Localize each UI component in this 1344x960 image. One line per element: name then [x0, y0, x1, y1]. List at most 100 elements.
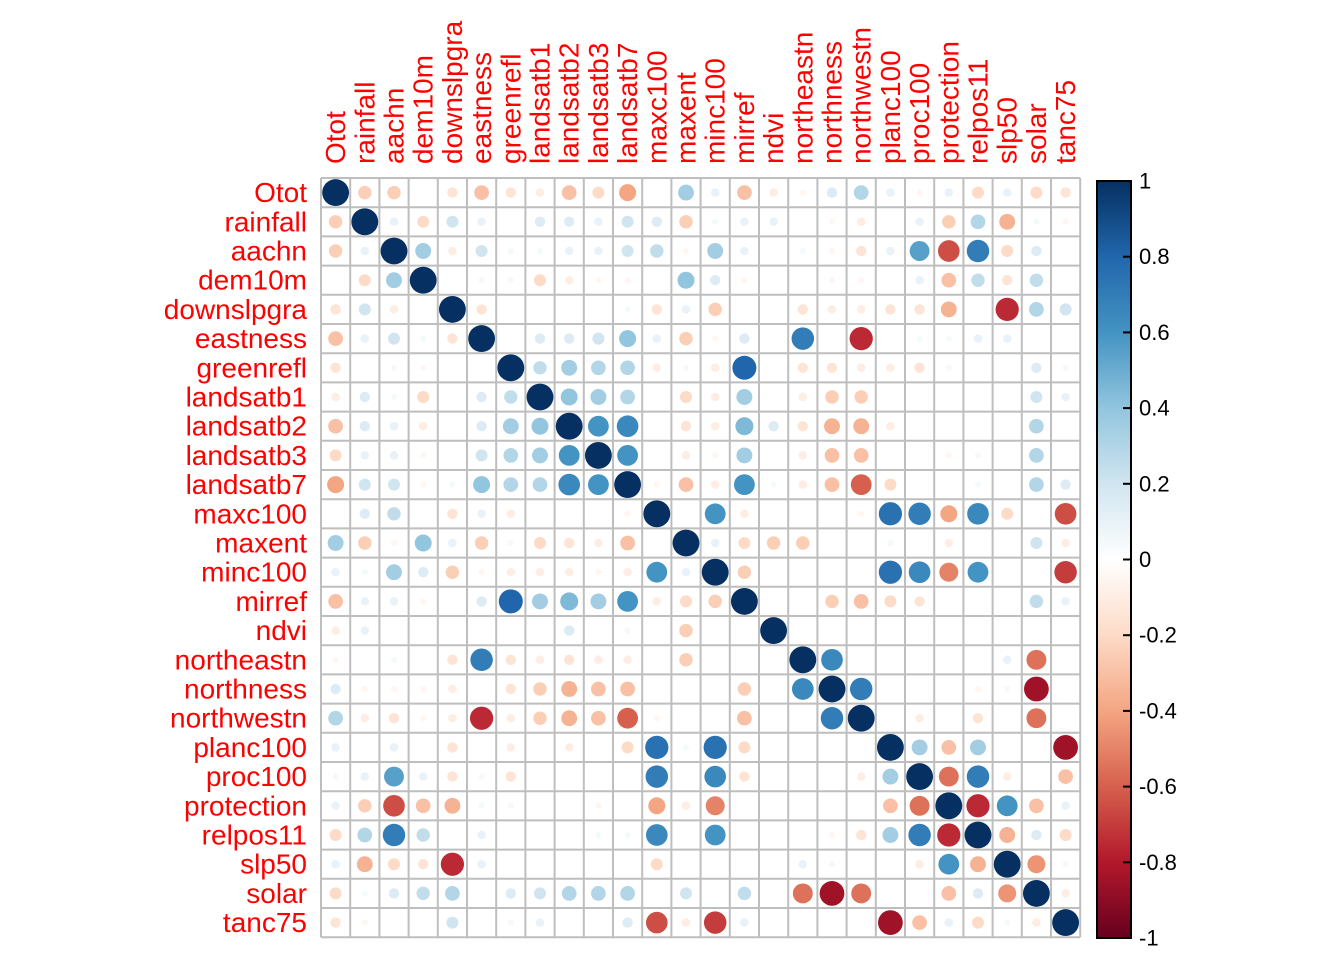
corr-circle-landsatb7-minc100 [710, 480, 720, 489]
col-label-minc100: minc100 [700, 58, 731, 164]
corr-circle-landsatb7-landsatb2 [558, 473, 581, 496]
corr-circle-ndvi-Otot [331, 626, 340, 635]
corr-circle-northwestn-eastness [469, 706, 494, 730]
corr-circle-aachn-mirref [740, 246, 749, 256]
corr-circle-aachn-rainfall [360, 246, 370, 256]
corr-circle-greenrefl-landsatb7 [620, 360, 635, 376]
corr-circle-landsatb2-northeastn [797, 421, 808, 432]
corr-circle-maxent-eastness [474, 536, 489, 550]
corr-circle-landsatb7-northeastn [798, 480, 808, 489]
corr-circle-protection-proc100 [909, 795, 930, 816]
corr-circle-dem10m-northness [829, 277, 835, 284]
corr-circle-Otot-landsatb1 [535, 188, 545, 197]
corr-circle-maxc100-aachn [387, 507, 401, 521]
corr-circle-ndvi-landsatb7 [624, 627, 631, 634]
corr-circle-Otot-maxent [678, 184, 694, 201]
corr-circle-rainfall-slp50 [999, 213, 1016, 230]
corr-circle-tanc75-landsatb7 [622, 917, 633, 928]
corr-circle-minc100-planc100 [878, 560, 903, 584]
corr-circle-landsatb1-eastness [476, 391, 487, 403]
row-label-northness: northness [184, 674, 307, 705]
corr-circle-downslpgra-aachn [389, 305, 399, 314]
corr-circle-eastness-dem10m [420, 335, 427, 342]
corr-circle-landsatb2-greenrefl [502, 418, 519, 435]
corr-circle-solar-greenrefl [505, 888, 516, 899]
corr-circle-northeastn-landsatb7 [623, 655, 632, 665]
corr-circle-maxent-Otot [327, 535, 344, 551]
col-label-rainfall: rainfall [349, 82, 380, 164]
corr-circle-rainfall-mirref [740, 217, 749, 227]
colorbar-tick-label: 0 [1139, 547, 1151, 572]
corr-circle-eastness-maxc100 [652, 334, 662, 343]
corr-circle-greenrefl-landsatb2 [561, 359, 578, 376]
corr-circle-slp50-protection [938, 853, 960, 875]
row-label-landsatb7: landsatb7 [186, 469, 307, 500]
corr-circle-landsatb2-maxent [680, 421, 692, 432]
corr-circle-landsatb3-aachn [389, 451, 399, 460]
corr-circle-northeastn-landsatb1 [535, 655, 545, 665]
corr-circle-planc100-downslpgra [447, 742, 458, 753]
row-label-ndvi: ndvi [256, 615, 307, 646]
corr-circle-landsatb1-landsatb2 [560, 388, 578, 406]
corr-circle-aachn-slp50 [1001, 244, 1014, 258]
row-label-downslpgra: downslpgra [164, 294, 308, 325]
corr-circle-aachn-northwestn [856, 245, 867, 257]
corr-circle-Otot-aachn [387, 185, 401, 200]
corr-circle-northwestn-aachn [388, 713, 400, 724]
corr-circle-landsatb7-relpos11 [975, 481, 981, 488]
corr-circle-slp50-dem10m [418, 859, 429, 870]
corr-circle-dem10m-mirref [741, 277, 748, 284]
corr-circle-dem10m-solar [1029, 273, 1044, 287]
corr-circle-planc100-aachn [389, 743, 399, 752]
corr-circle-tanc75-proc100 [912, 915, 927, 930]
corr-circle-rainfall-minc100 [712, 218, 719, 225]
col-label-solar: solar [1021, 103, 1052, 164]
corr-circle-greenrefl-northness [826, 362, 838, 373]
corr-circle-landsatb3-protection [945, 452, 952, 459]
corr-circle-solar-northeastn [792, 883, 813, 904]
corr-circle-mirref-greenrefl [498, 589, 523, 614]
corr-circle-maxc100-tanc75 [1054, 502, 1077, 525]
corr-circle-northwestn-northwestn [847, 704, 875, 732]
corr-circle-maxent-aachn [391, 540, 397, 546]
col-label-maxent: maxent [671, 72, 702, 164]
corr-circle-landsatb1-landsatb7 [620, 389, 635, 405]
corr-circle-minc100-relpos11 [967, 561, 989, 583]
corr-circle-mirref-dem10m [420, 598, 427, 605]
corr-circle-northwestn-dem10m [420, 715, 427, 722]
colorbar-tick-label: -0.6 [1139, 774, 1177, 799]
corr-circle-northness-landsatb1 [533, 682, 547, 696]
colorbar-tick-label: -0.2 [1139, 623, 1177, 648]
corr-circle-solar-aachn [388, 888, 400, 899]
col-label-protection: protection [933, 41, 964, 164]
corr-circle-landsatb3-eastness [475, 449, 488, 462]
corr-circle-northness-greenrefl [505, 683, 516, 695]
corr-circle-landsatb7-Otot [327, 476, 345, 494]
corr-circle-landsatb2-landsatb1 [531, 417, 549, 435]
corr-circle-protection-minc100 [705, 796, 725, 816]
corr-circle-Otot-downslpgra [447, 187, 458, 198]
corr-circle-relpos11-northness [829, 832, 835, 838]
corr-circle-relpos11-protection [937, 823, 961, 847]
corr-circle-mirref-landsatb1 [532, 593, 548, 610]
corr-circle-protection-relpos11 [966, 794, 990, 818]
corr-circle-solar-rainfall [361, 890, 368, 897]
corr-circle-landsatb2-mirref [735, 417, 754, 436]
corr-circle-mirref-tanc75 [1061, 597, 1070, 606]
corr-circle-proc100-proc100 [906, 763, 934, 791]
corr-circle-greenrefl-mirref [732, 355, 757, 380]
corr-circle-protection-planc100 [883, 798, 898, 814]
corr-circle-eastness-relpos11 [973, 334, 983, 343]
col-label-greenrefl: greenrefl [495, 53, 526, 164]
corr-circle-northness-aachn [391, 686, 397, 692]
corr-circle-minc100-greenrefl [506, 567, 516, 577]
corr-circle-solar-northness [819, 881, 845, 906]
corr-circle-maxent-solar [1030, 536, 1043, 550]
corr-circle-mirref-northness [825, 594, 839, 609]
corr-circle-dem10m-slp50 [1002, 275, 1013, 286]
corr-circle-northwestn-solar [1026, 708, 1047, 729]
corr-circle-proc100-eastness [478, 773, 485, 780]
corr-circle-landsatb7-ndvi [770, 481, 777, 488]
corr-circle-northness-landsatb7 [620, 681, 635, 697]
corr-circle-tanc75-minc100 [703, 911, 727, 934]
